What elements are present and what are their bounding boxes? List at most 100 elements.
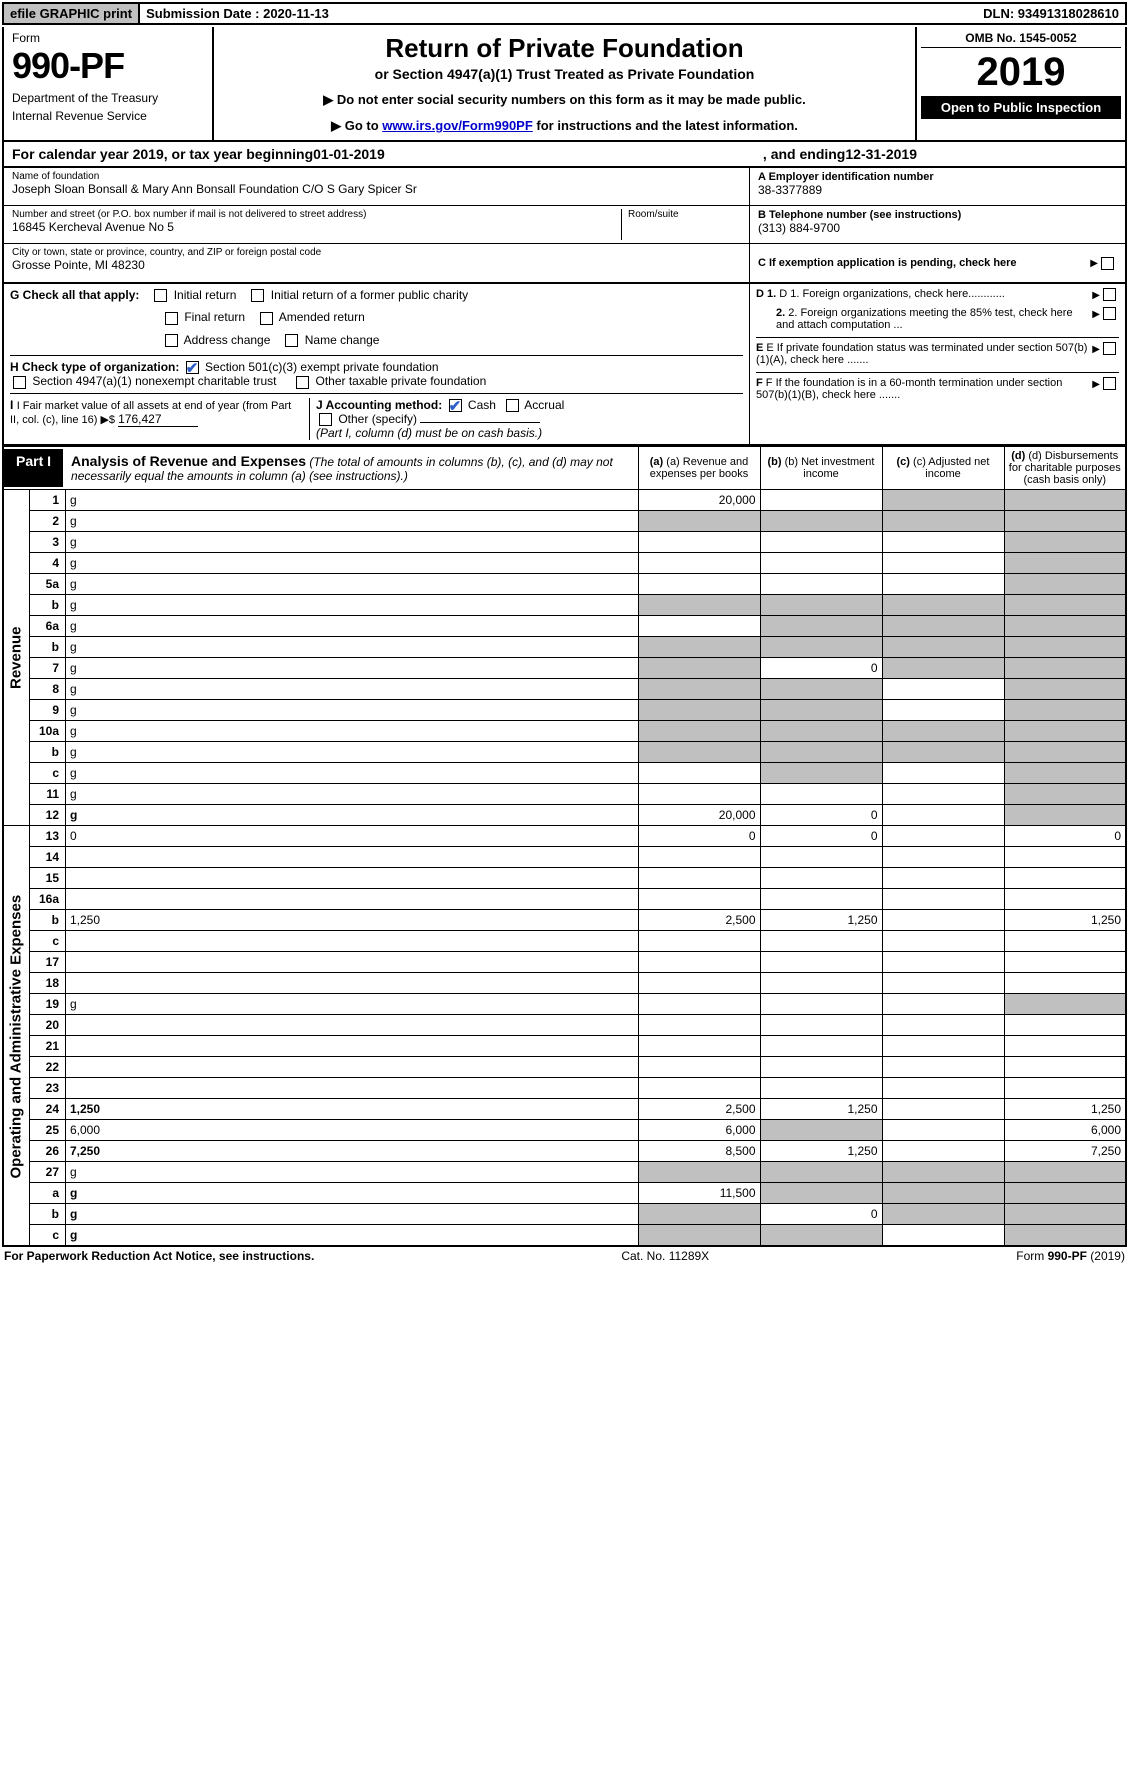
line-number: 3 [30,532,66,553]
header-left: Form 990-PF Department of the Treasury I… [4,27,214,140]
line-number: 11 [30,784,66,805]
value-cell-c [882,574,1004,595]
value-cell-c [882,658,1004,679]
cb-other-method[interactable] [319,413,332,426]
value-cell-a: 20,000 [638,805,760,826]
omb-number: OMB No. 1545-0052 [921,31,1121,48]
value-cell-d [1004,952,1126,973]
line-number: b [30,595,66,616]
cb-other-tax[interactable] [296,376,309,389]
value-cell-d [1004,637,1126,658]
value-cell-c [882,952,1004,973]
table-row: b1,2502,5001,2501,250 [3,910,1126,931]
value-cell-a: 0 [638,826,760,847]
value-cell-a [638,658,760,679]
value-cell-a [638,784,760,805]
line-description: 1,250 [66,1099,639,1120]
cb-name[interactable] [285,334,298,347]
value-cell-b [760,490,882,511]
value-cell-c [882,973,1004,994]
line-description [66,847,639,868]
value-cell-c [882,637,1004,658]
table-row: 241,2502,5001,2501,250 [3,1099,1126,1120]
line-description [66,1078,639,1099]
page-footer: For Paperwork Reduction Act Notice, see … [4,1249,1125,1263]
cb-accrual[interactable] [506,399,519,412]
exemption-checkbox[interactable] [1101,257,1114,270]
i-value: 176,427 [118,412,198,427]
line-number: c [30,763,66,784]
ein-label: A Employer identification number [758,171,1117,183]
cb-e[interactable] [1103,342,1116,355]
table-row: 17 [3,952,1126,973]
j-block: J Accounting method: Cash Accrual Other … [310,398,743,441]
cb-initial[interactable] [154,289,167,302]
dln: DLN: 93491318028610 [977,4,1125,23]
h-row: H Check type of organization: Section 50… [10,355,743,389]
city-row: City or town, state or province, country… [4,244,749,282]
cb-former[interactable] [251,289,264,302]
value-cell-a [638,763,760,784]
ij-row: I I Fair market value of all assets at e… [10,393,743,441]
value-cell-b [760,532,882,553]
line-number: 17 [30,952,66,973]
value-cell-d [1004,784,1126,805]
value-cell-b [760,847,882,868]
value-cell-d [1004,973,1126,994]
tax-year: 2019 [921,52,1121,92]
value-cell-c [882,490,1004,511]
value-cell-a: 6,000 [638,1120,760,1141]
cb-4947[interactable] [13,376,26,389]
cb-d2[interactable] [1103,307,1116,320]
value-cell-b [760,742,882,763]
table-row: 7g0 [3,658,1126,679]
g-amended: Amended return [257,310,365,324]
value-cell-a [638,511,760,532]
cb-501c3[interactable] [186,361,199,374]
part1-label: Part I [4,449,63,487]
value-cell-d [1004,511,1126,532]
value-cell-c [882,1183,1004,1204]
table-row: 6ag [3,616,1126,637]
table-row: ag11,500 [3,1183,1126,1204]
value-cell-c [882,826,1004,847]
checks-left: G Check all that apply: Initial return I… [4,284,750,444]
line-description: 6,000 [66,1120,639,1141]
value-cell-a [638,1057,760,1078]
value-cell-a: 2,500 [638,910,760,931]
value-cell-d [1004,1057,1126,1078]
value-cell-b: 0 [760,658,882,679]
cb-f[interactable] [1103,377,1116,390]
value-cell-a [638,1225,760,1247]
value-cell-b [760,553,882,574]
cb-amended[interactable] [260,312,273,325]
line-number: 15 [30,868,66,889]
line-number: 1 [30,490,66,511]
e-row: E E If private foundation status was ter… [756,337,1119,366]
value-cell-d [1004,595,1126,616]
d2-row: 2. 2. Foreign organizations meeting the … [756,307,1119,331]
footer-mid: Cat. No. 11289X [621,1249,709,1263]
value-cell-a: 11,500 [638,1183,760,1204]
table-row: 267,2508,5001,2507,250 [3,1141,1126,1162]
table-row: bg [3,637,1126,658]
cb-cash[interactable] [449,399,462,412]
value-cell-c [882,931,1004,952]
cb-address[interactable] [165,334,178,347]
line-description: 0 [66,826,639,847]
ein-value: 38-3377889 [758,183,1117,197]
value-cell-c [882,700,1004,721]
value-cell-d [1004,931,1126,952]
value-cell-d [1004,847,1126,868]
value-cell-c [882,994,1004,1015]
efile-label[interactable]: efile GRAPHIC print [4,4,138,23]
line-number: 24 [30,1099,66,1120]
cb-final[interactable] [165,312,178,325]
value-cell-a [638,1078,760,1099]
footer-right: Form 990-PF (2019) [1016,1249,1125,1263]
form990pf-link[interactable]: www.irs.gov/Form990PF [382,118,533,133]
value-cell-b [760,784,882,805]
cb-d1[interactable] [1103,288,1116,301]
line-description: g [66,742,639,763]
table-row: bg [3,595,1126,616]
